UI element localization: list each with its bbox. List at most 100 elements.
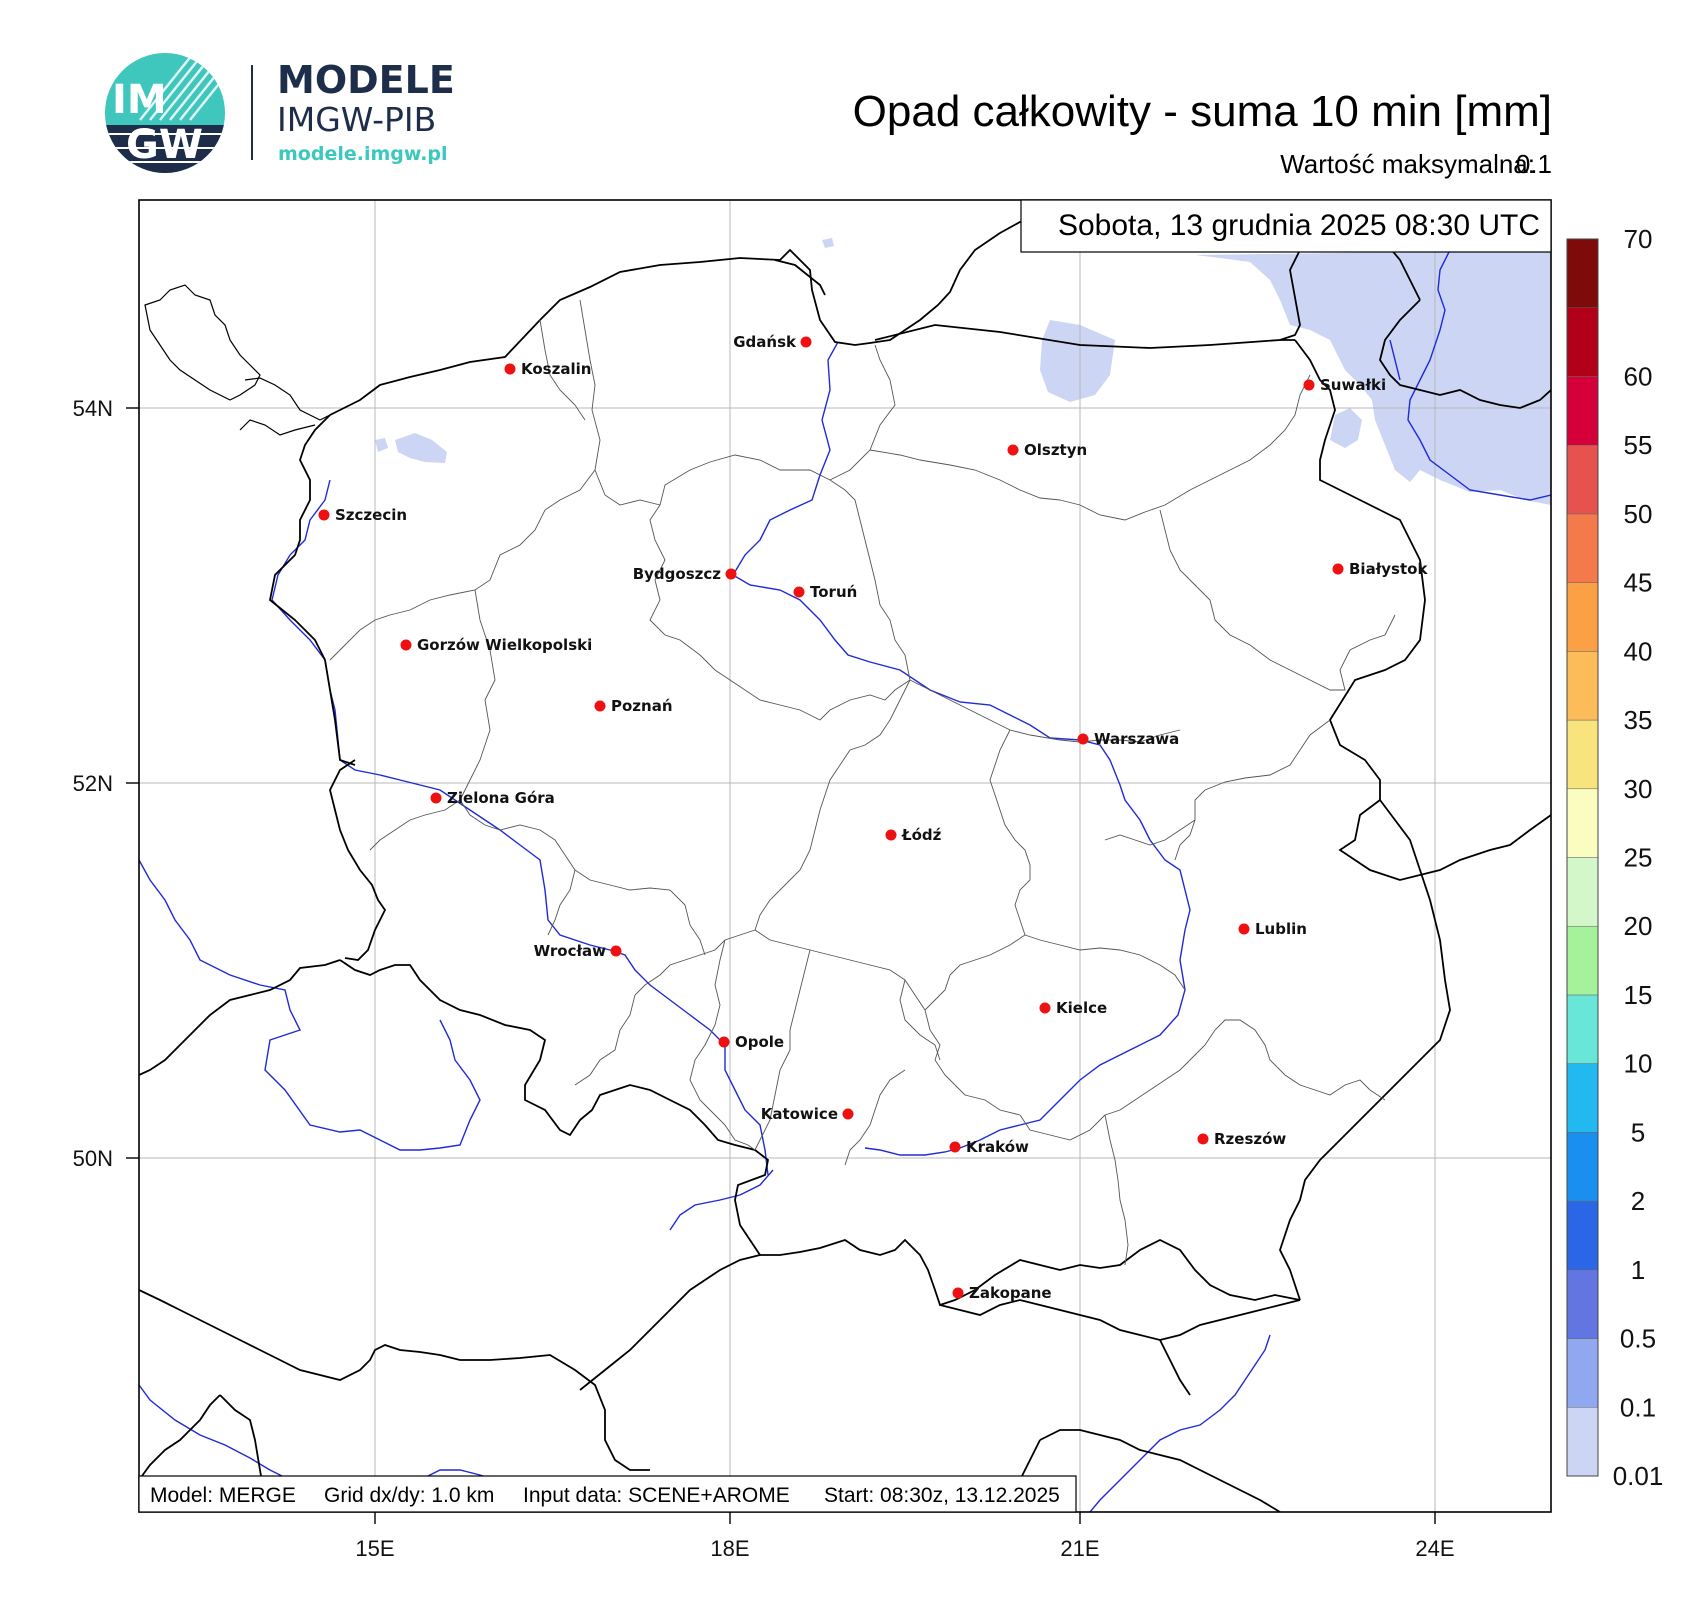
city-marker: Zielona Góra bbox=[430, 789, 555, 807]
grid-info: Grid dx/dy: 1.0 km bbox=[324, 1484, 494, 1507]
city-dot bbox=[318, 509, 330, 521]
city-dot bbox=[793, 586, 805, 598]
colorbar-label: 40 bbox=[1624, 636, 1653, 666]
city-label: Szczecin bbox=[335, 506, 407, 524]
colorbar-swatch bbox=[1566, 582, 1599, 652]
start-time: Start: 08:30z, 13.12.2025 bbox=[824, 1484, 1060, 1507]
city-marker: Gorzów Wielkopolski bbox=[400, 636, 592, 654]
city-label: Rzeszów bbox=[1214, 1130, 1286, 1148]
colorbar-label: 0.1 bbox=[1620, 1392, 1656, 1422]
city-dot bbox=[1238, 923, 1250, 935]
colorbar-label: 55 bbox=[1624, 430, 1653, 460]
city-dot bbox=[594, 700, 606, 712]
colorbar-label: 0.01 bbox=[1613, 1461, 1664, 1491]
city-label: Kraków bbox=[966, 1138, 1029, 1156]
border-slovakia bbox=[760, 1238, 1301, 1307]
colorbar-swatch bbox=[1566, 925, 1599, 996]
lon-label-15e: 15E bbox=[355, 1536, 394, 1561]
date-box: Sobota, 13 grudnia 2025 08:30 UTC bbox=[1020, 199, 1552, 253]
colorbar-frame bbox=[1566, 238, 1599, 1477]
colorbar-label: 5 bbox=[1631, 1117, 1645, 1147]
city-dot bbox=[842, 1108, 854, 1120]
city-label: Białystok bbox=[1349, 560, 1428, 578]
map-content: Gdańsk Koszalin Suwałki Olsztyn Szczecin Bydg… bbox=[139, 200, 1551, 1512]
city-marker: Olsztyn bbox=[1007, 441, 1087, 459]
lon-label-21e: 21E bbox=[1060, 1536, 1099, 1561]
border-oder-line bbox=[269, 414, 356, 766]
city-marker: Toruń bbox=[793, 583, 857, 601]
precip-area-pomerania bbox=[395, 433, 447, 463]
colorbar-label: 2 bbox=[1631, 1186, 1645, 1216]
river-neman bbox=[1407, 249, 1551, 501]
city-marker: Kielce bbox=[1039, 999, 1107, 1017]
colorbar-swatch bbox=[1566, 444, 1599, 515]
colorbar-label: 0.5 bbox=[1620, 1324, 1656, 1354]
border-germany bbox=[329, 759, 387, 961]
city-label: Gdańsk bbox=[733, 333, 797, 351]
city-marker: Lublin bbox=[1238, 920, 1307, 938]
city-label: Suwałki bbox=[1320, 376, 1386, 394]
border-slovenia bbox=[219, 1394, 266, 1501]
coast-baltic bbox=[329, 204, 1061, 416]
logo-badge-bottom: GW bbox=[126, 122, 203, 168]
border-belarus bbox=[1294, 339, 1551, 881]
city-dot bbox=[1007, 444, 1019, 456]
city-marker: Koszalin bbox=[504, 360, 591, 378]
river-vistula bbox=[732, 341, 1191, 1156]
colorbar-swatch bbox=[1566, 1200, 1599, 1271]
border-hungary bbox=[939, 1299, 1301, 1341]
colorbar-label: 70 bbox=[1624, 224, 1653, 254]
city-dot bbox=[610, 945, 622, 957]
precip-area-baltic-small bbox=[822, 238, 834, 248]
colorbar-label: 45 bbox=[1624, 568, 1653, 598]
colorbar-label: 10 bbox=[1624, 1049, 1653, 1079]
colorbar-label: 1 bbox=[1631, 1255, 1645, 1285]
city-marker: Suwałki bbox=[1303, 376, 1386, 394]
border-hungary-south bbox=[1159, 1339, 1191, 1396]
city-label: Wrocław bbox=[534, 942, 607, 960]
river-narew bbox=[1389, 339, 1401, 381]
colorbar-label: 50 bbox=[1624, 499, 1653, 529]
city-dot bbox=[952, 1287, 964, 1299]
city-label: Warszawa bbox=[1094, 730, 1179, 748]
colorbar-label: 25 bbox=[1624, 843, 1653, 873]
river-elbe bbox=[139, 859, 481, 1151]
city-dot bbox=[430, 792, 442, 804]
colorbar-swatch bbox=[1566, 1063, 1599, 1133]
imgw-logo: IM GW MODELE IMGW-PIB modele.imgw.pl bbox=[105, 53, 455, 173]
voivodeship-borders bbox=[329, 299, 1396, 1266]
border-romania-2 bbox=[1039, 1429, 1281, 1512]
colorbar-label: 20 bbox=[1624, 911, 1653, 941]
precip-area-northeast bbox=[1195, 250, 1551, 505]
colorbar-swatch bbox=[1566, 857, 1599, 927]
city-dot bbox=[400, 639, 412, 651]
border-czech-east bbox=[339, 959, 769, 1256]
city-label: Lublin bbox=[1255, 920, 1307, 938]
border-austria bbox=[139, 1289, 650, 1471]
colorbar-swatch bbox=[1566, 994, 1599, 1064]
colorbar-swatch bbox=[1566, 1269, 1599, 1339]
graticule bbox=[139, 200, 1551, 1512]
logo-badge-top: IM bbox=[112, 77, 167, 123]
city-dot bbox=[949, 1141, 961, 1153]
city-marker: Białystok bbox=[1332, 560, 1428, 578]
colorbar-swatch bbox=[1566, 651, 1599, 721]
model-name: Model: MERGE bbox=[150, 1484, 296, 1507]
river-danube-west bbox=[139, 1384, 291, 1481]
colorbar-swatch bbox=[1566, 307, 1599, 377]
city-dot bbox=[718, 1036, 730, 1048]
city-marker: Bydgoszcz bbox=[633, 565, 737, 583]
szczecin-lagoon bbox=[144, 284, 351, 436]
logo-subtitle: IMGW-PIB bbox=[277, 100, 436, 139]
city-marker: Szczecin bbox=[318, 506, 407, 524]
colorbar-swatch bbox=[1566, 238, 1599, 308]
border-czech-slovakia bbox=[579, 1254, 761, 1391]
colorbar-swatch bbox=[1566, 1407, 1599, 1477]
river-east bbox=[1089, 1334, 1271, 1512]
colorbar-label: 35 bbox=[1624, 705, 1653, 735]
city-label: Łódź bbox=[901, 826, 942, 844]
map-background bbox=[139, 200, 1551, 1512]
city-dot bbox=[1077, 733, 1089, 745]
colorbar-swatch bbox=[1566, 1132, 1599, 1202]
